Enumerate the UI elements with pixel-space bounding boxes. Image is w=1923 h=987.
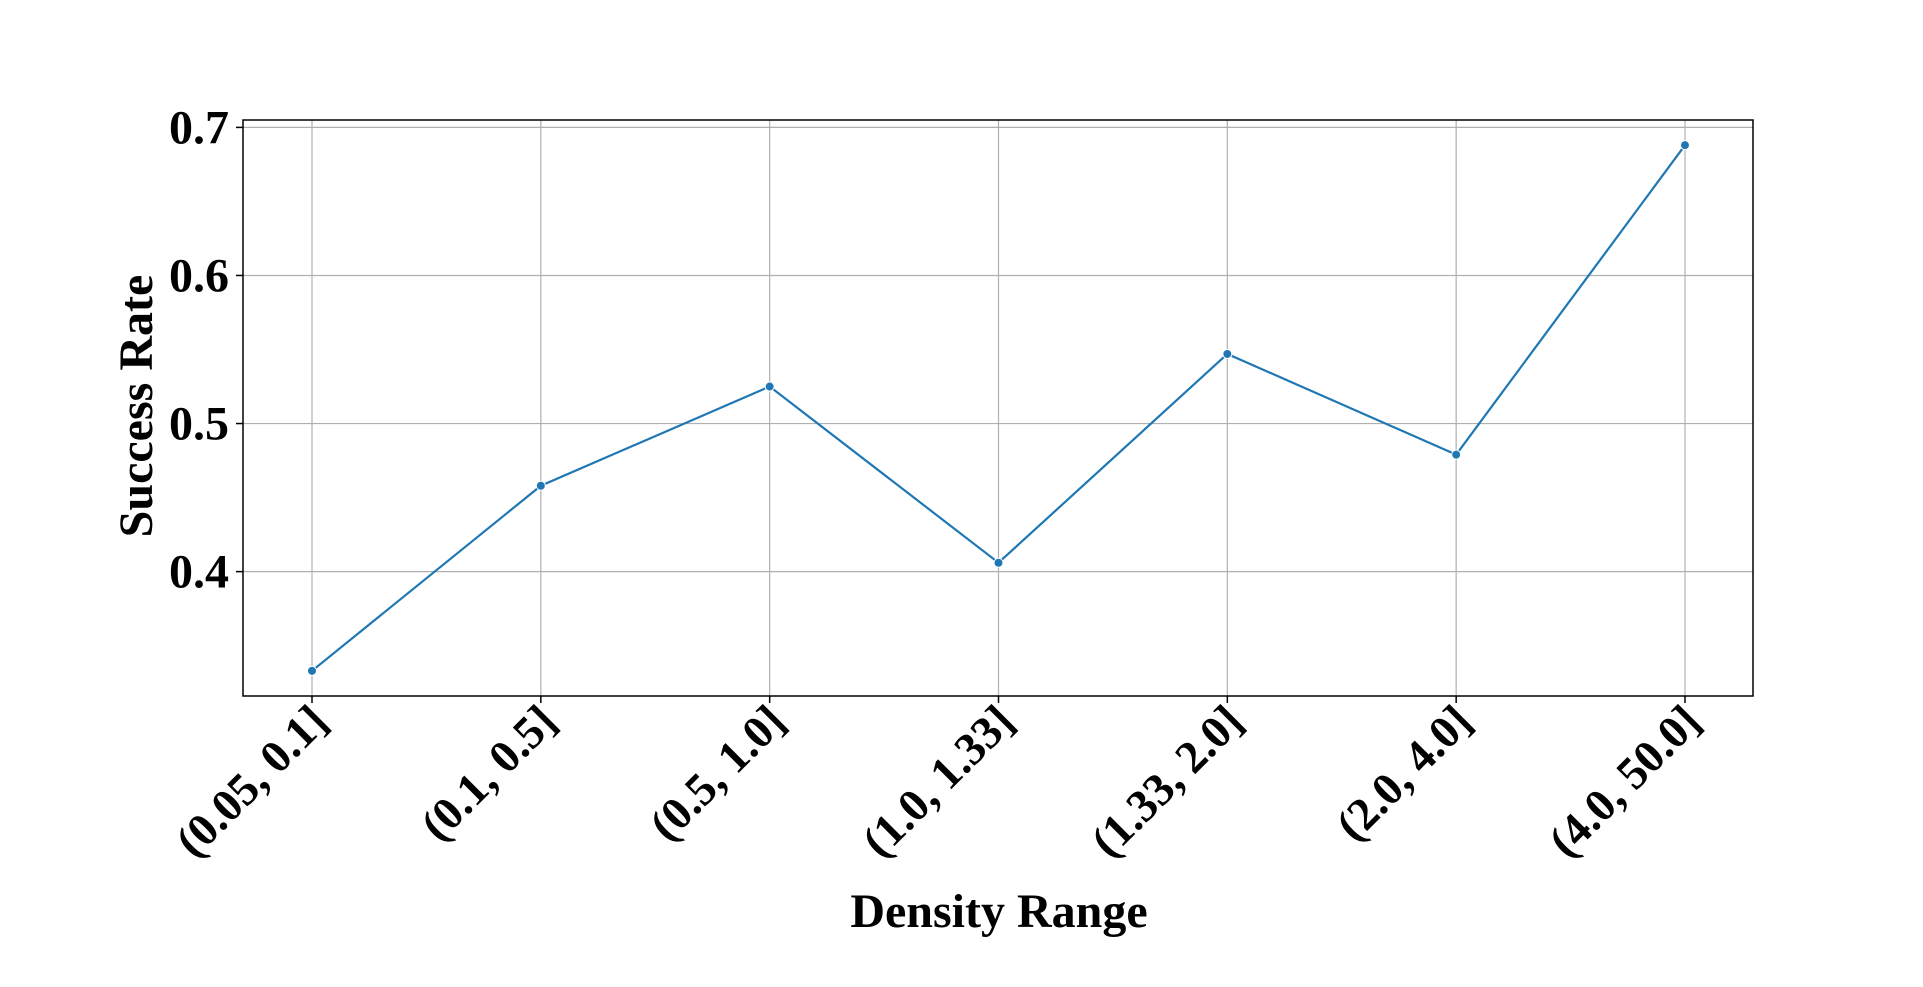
x-tick-label: (1.0, 1.33]	[852, 695, 1024, 867]
x-tick-label: (1.33, 2.0]	[1081, 695, 1253, 867]
x-tick-label: (2.0, 4.0]	[1326, 695, 1481, 850]
data-point	[1680, 140, 1690, 151]
x-tick-label: (0.5, 1.0]	[639, 695, 794, 850]
data-point	[764, 381, 775, 392]
x-tick-label: (0.1, 0.5]	[411, 695, 566, 850]
y-tick-label: 0.7	[169, 101, 229, 154]
grid-lines	[243, 120, 1753, 696]
data-point	[1451, 449, 1462, 460]
data-point	[535, 480, 546, 491]
y-axis-title: Success Rate	[110, 275, 163, 538]
x-axis-ticks: (0.05, 0.1] (0.1, 0.5] (0.5, 1.0] (1.0, 1.3…	[165, 695, 1710, 867]
data-point	[1222, 348, 1233, 359]
x-axis-title: Density Range	[850, 885, 1147, 938]
y-tick-label: 0.5	[169, 398, 229, 451]
x-tick-label: (4.0, 50.0]	[1538, 695, 1710, 867]
x-tick-label: (0.05, 0.1]	[165, 695, 337, 867]
y-axis-ticks: 0.4 0.5 0.6 0.7	[169, 101, 243, 599]
y-tick-label: 0.4	[169, 546, 229, 599]
data-point	[993, 557, 1004, 568]
series-layer	[307, 140, 1690, 676]
data-point	[307, 665, 317, 676]
y-tick-label: 0.6	[169, 249, 229, 302]
